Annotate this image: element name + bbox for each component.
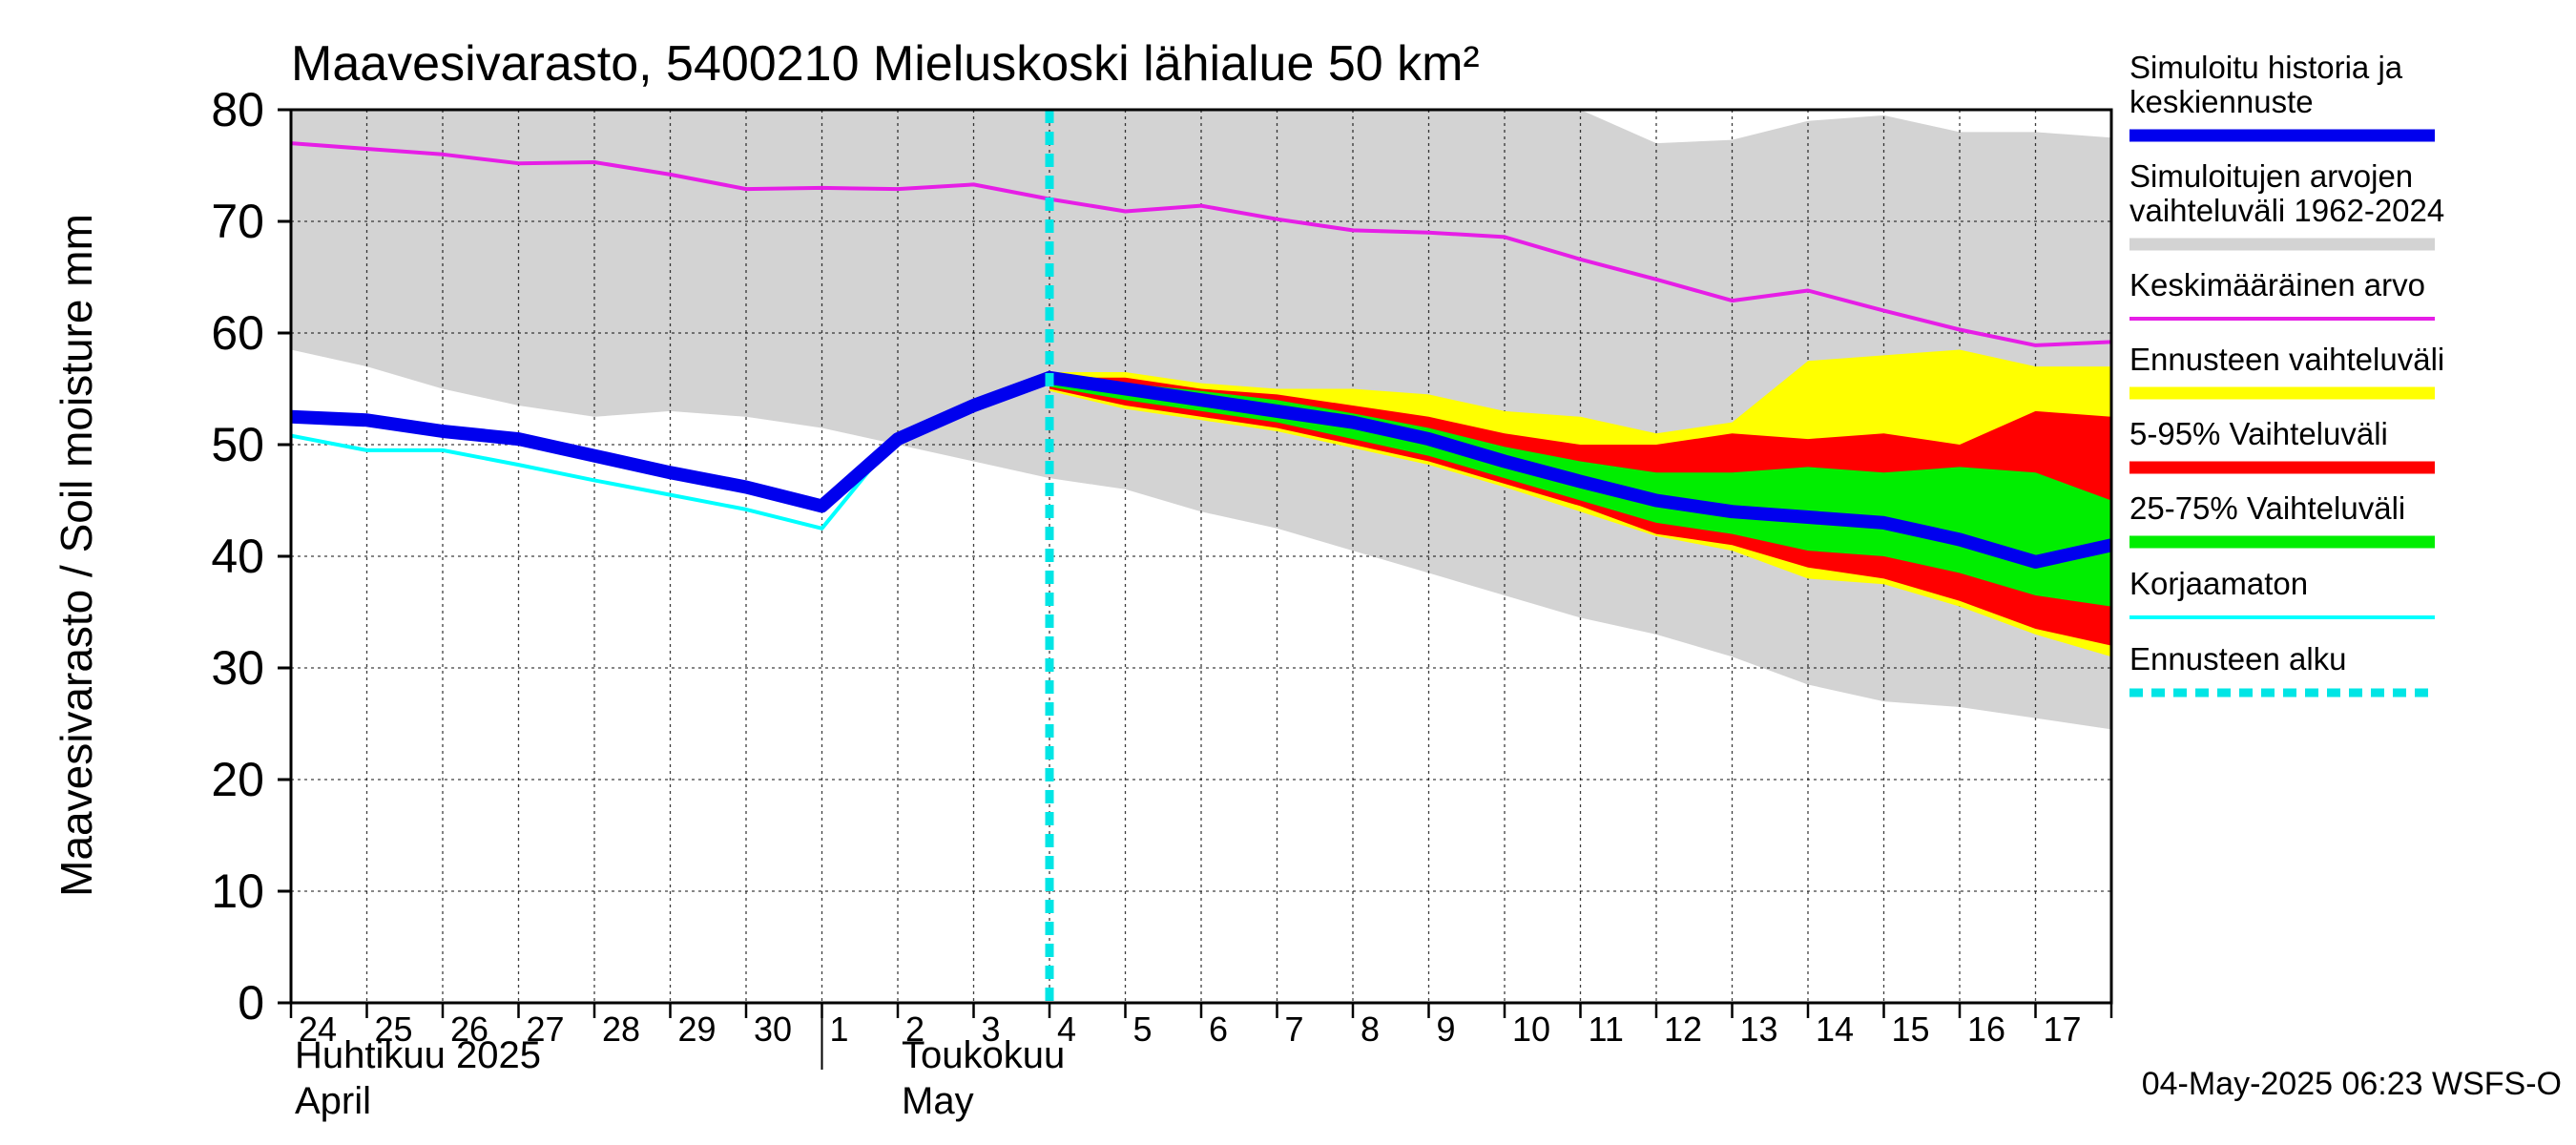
- legend-label: Ennusteen vaihteluväli: [2129, 342, 2444, 377]
- x-tick-label: 27: [527, 1010, 565, 1049]
- legend-label: 5-95% Vaihteluväli: [2129, 416, 2388, 451]
- month-label-en: May: [902, 1080, 974, 1122]
- legend-label: Simuloitujen arvojen vaihteluväli 1962-20…: [2129, 158, 2444, 228]
- x-tick-label: 6: [1209, 1010, 1228, 1049]
- x-tick-label: 10: [1512, 1010, 1550, 1049]
- x-tick-label: 3: [982, 1010, 1001, 1049]
- legend-item: 5-95% Vaihteluväli: [2129, 416, 2435, 474]
- x-tick-label: 5: [1133, 1010, 1153, 1049]
- legend-item: Korjaamaton: [2129, 566, 2435, 619]
- x-tick-label: 26: [450, 1010, 488, 1049]
- y-tick-label: 30: [211, 641, 264, 695]
- x-tick-label: 1: [830, 1010, 849, 1049]
- x-tick-label: 12: [1664, 1010, 1702, 1049]
- legend-label-line: Simuloitujen arvojen: [2129, 158, 2413, 194]
- x-tick-label: 7: [1285, 1010, 1304, 1049]
- y-tick-label: 80: [211, 83, 264, 136]
- x-tick-label: 29: [678, 1010, 717, 1049]
- legend-label: Korjaamaton: [2129, 566, 2308, 601]
- legend-item: 25-75% Vaihteluväli: [2129, 490, 2435, 549]
- y-tick-label: 70: [211, 195, 264, 248]
- legend-label: Ennusteen alku: [2129, 641, 2347, 677]
- x-tick-label: 17: [2044, 1010, 2082, 1049]
- month-label: Huhtikuu 2025: [295, 1034, 541, 1076]
- timestamp: 04-May-2025 06:23 WSFS-O: [2142, 1066, 2562, 1102]
- legend-label-line: Simuloitu historia ja: [2129, 50, 2403, 85]
- legend-item: Keskimääräinen arvo: [2129, 267, 2435, 321]
- legend-item: Simuloitujen arvojen vaihteluväli 1962-20…: [2129, 158, 2444, 251]
- legend-label-line: vaihteluväli 1962-2024: [2129, 193, 2444, 228]
- x-tick-label: 16: [1967, 1010, 2005, 1049]
- month-label-en: April: [295, 1080, 371, 1122]
- legend-item: Simuloitu historia ja keskiennuste: [2129, 50, 2435, 142]
- y-tick-label: 10: [211, 864, 264, 918]
- p25-75-band: [1049, 380, 2111, 607]
- plot-content: [291, 110, 2111, 1003]
- legend-label: Keskimääräinen arvo: [2129, 267, 2425, 302]
- x-tick-label: 2: [905, 1010, 924, 1049]
- x-tick-label: 30: [754, 1010, 792, 1049]
- y-tick-label: 20: [211, 753, 264, 806]
- median-line: [291, 370, 2111, 569]
- plot-area: [291, 110, 2111, 1003]
- x-tick-label: 13: [1740, 1010, 1778, 1049]
- legend-label: Simuloitu historia ja keskiennuste: [2129, 50, 2403, 119]
- x-tick-label: 15: [1892, 1010, 1930, 1049]
- legend-item: Ennusteen alku: [2129, 641, 2435, 697]
- y-tick-label: 50: [211, 418, 264, 471]
- y-axis-label: Maavesivarasto / Soil moisture mm: [52, 214, 101, 897]
- chart-title: Maavesivarasto, 5400210 Mieluskoski lähi…: [291, 36, 1480, 92]
- p5-95-band: [1049, 377, 2111, 646]
- legend-label: 25-75% Vaihteluväli: [2129, 490, 2405, 526]
- x-tick-label: 25: [375, 1010, 413, 1049]
- x-tick-label: 9: [1437, 1010, 1456, 1049]
- x-tick-label: 14: [1816, 1010, 1854, 1049]
- month-label: Toukokuu: [902, 1034, 1065, 1076]
- x-tick-label: 11: [1589, 1010, 1624, 1049]
- x-tick-label: 8: [1361, 1010, 1380, 1049]
- y-tick-label: 40: [211, 530, 264, 583]
- x-tick-label: 24: [299, 1010, 337, 1049]
- y-tick-label: 60: [211, 306, 264, 360]
- y-tick-label: 0: [238, 976, 264, 1030]
- legend-label-line: keskiennuste: [2129, 84, 2314, 119]
- x-tick-label: 28: [602, 1010, 640, 1049]
- legend: Simuloitu historia ja keskiennusteSimuloi…: [2129, 50, 2444, 697]
- x-tick-label: 4: [1057, 1010, 1076, 1049]
- legend-item: Ennusteen vaihteluväli: [2129, 342, 2444, 400]
- mean-line: [291, 141, 2111, 347]
